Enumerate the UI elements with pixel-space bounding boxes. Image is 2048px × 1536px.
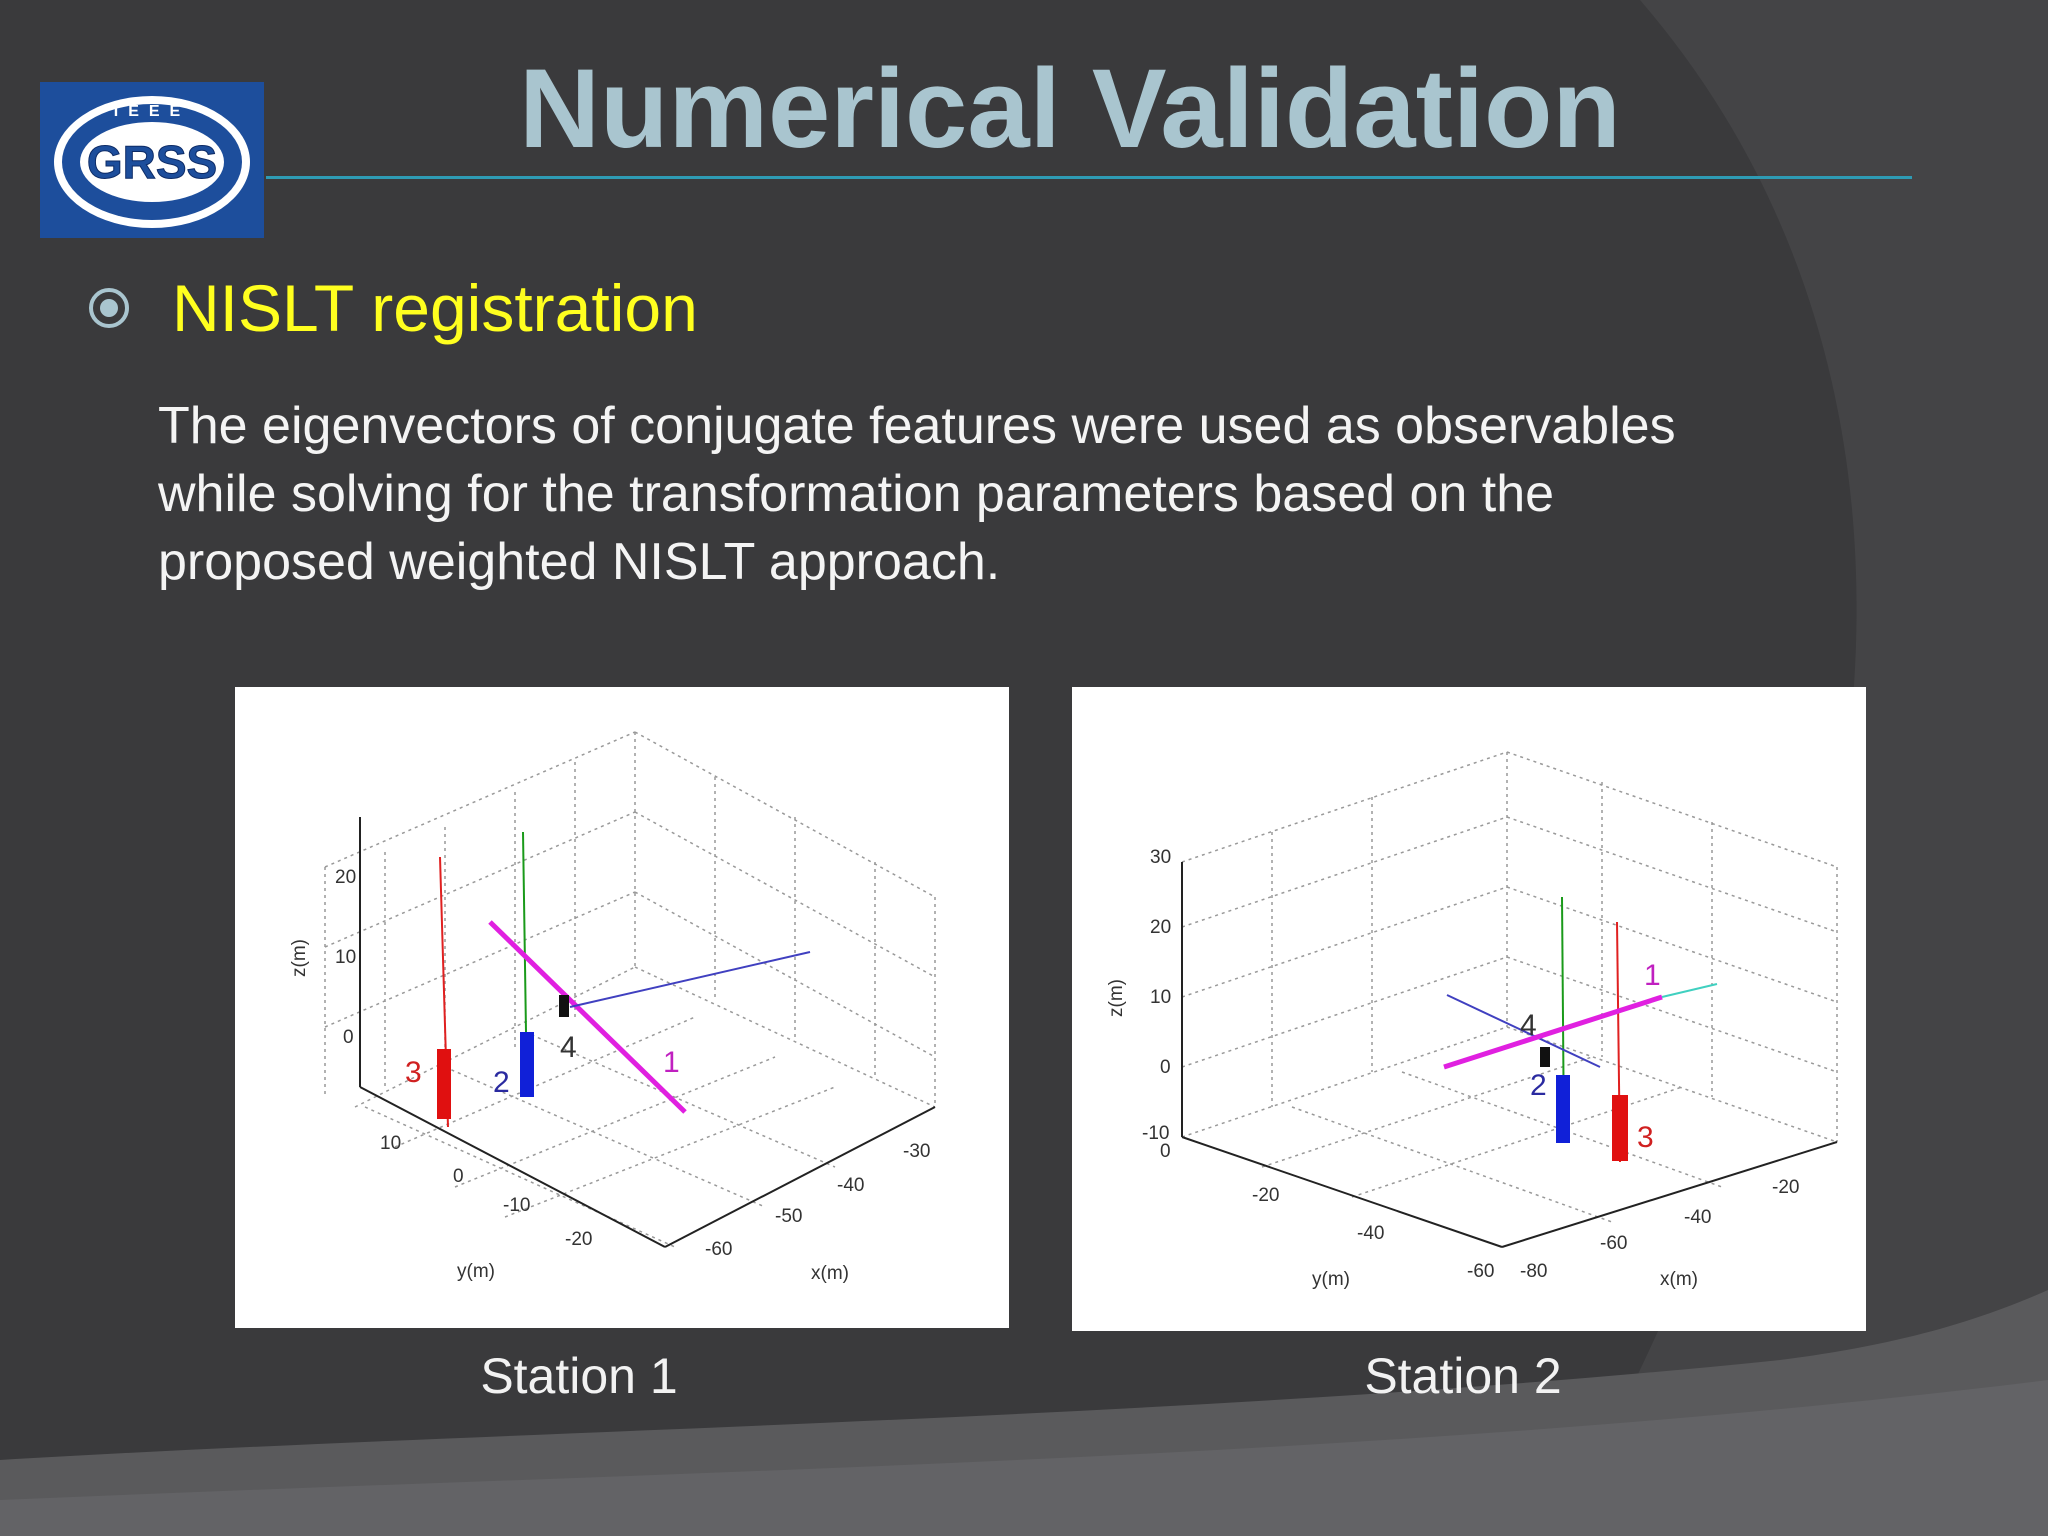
z-axis-label: z(m) (289, 939, 310, 977)
grid-lines (324, 731, 936, 1248)
body-line: The eigenvectors of conjugate features w… (158, 397, 1676, 455)
x-tick: -80 (1520, 1261, 1547, 1282)
feature-label: 1 (1644, 959, 1661, 992)
feature-label: 2 (1530, 1069, 1547, 1102)
feature-label: 3 (1637, 1121, 1654, 1154)
z-tick: 0 (1160, 1057, 1171, 1078)
axis-lines (1181, 862, 1838, 1248)
axis-lines (359, 817, 936, 1248)
x-tick: -40 (1684, 1207, 1711, 1228)
y-tick: -60 (1467, 1261, 1494, 1282)
svg-text:IEEE: IEEE (114, 103, 190, 120)
feature-label: 4 (1520, 1009, 1537, 1042)
y-axis-label: y(m) (457, 1261, 495, 1282)
body-line: proposed weighted NISLT approach. (158, 533, 1001, 591)
y-tick: 0 (1160, 1141, 1171, 1162)
z-tick: 30 (1150, 847, 1171, 868)
body-paragraph: The eigenvectors of conjugate features w… (158, 392, 1858, 596)
z-tick: 10 (1150, 987, 1171, 1008)
y-tick: 0 (453, 1166, 464, 1187)
body-line: while solving for the transformation par… (158, 465, 1555, 523)
feature-label: 1 (663, 1046, 680, 1079)
grid-lines (1181, 751, 1838, 1223)
x-tick: -20 (1772, 1177, 1799, 1198)
title-underline (266, 176, 1912, 179)
x-tick: -30 (903, 1141, 930, 1162)
z-tick: 0 (343, 1027, 354, 1048)
feature-label: 4 (560, 1031, 577, 1064)
z-tick: 10 (335, 947, 356, 968)
slide-title: Numerical Validation (519, 46, 1621, 171)
bullet-heading: NISLT registration (172, 271, 698, 345)
target-bullet-icon (89, 288, 129, 328)
x-axis-label: x(m) (1660, 1269, 1698, 1290)
z-tick: 20 (1150, 917, 1171, 938)
y-tick: -10 (503, 1195, 530, 1216)
grss-logo: GRSS IEEE (40, 82, 264, 238)
z-tick: 20 (335, 867, 356, 888)
x-tick: -50 (775, 1206, 802, 1227)
y-tick: -40 (1357, 1223, 1384, 1244)
x-tick: -60 (1600, 1233, 1627, 1254)
feature-label: 2 (493, 1066, 510, 1099)
z-axis-label: z(m) (1106, 979, 1127, 1017)
x-axis-label: x(m) (811, 1263, 849, 1284)
z-tick: -10 (1142, 1123, 1169, 1144)
station-1-plot: 20 10 0 z(m) 10 0 -10 -20 y(m) -30 -40 -… (235, 687, 1009, 1328)
y-tick: -20 (565, 1229, 592, 1250)
station-2-plot: 30 20 10 0 -10 z(m) 0 -20 -40 -60 y(m) -… (1072, 687, 1866, 1331)
feature-label: 3 (405, 1056, 422, 1089)
y-axis-label: y(m) (1312, 1269, 1350, 1290)
station-1-caption: Station 1 (480, 1348, 678, 1404)
x-tick: -40 (837, 1175, 864, 1196)
svg-text:GRSS: GRSS (87, 136, 217, 188)
y-tick: 10 (380, 1133, 401, 1154)
x-tick: -60 (705, 1239, 732, 1260)
y-tick: -20 (1252, 1185, 1279, 1206)
station-2-caption: Station 2 (1364, 1348, 1562, 1404)
